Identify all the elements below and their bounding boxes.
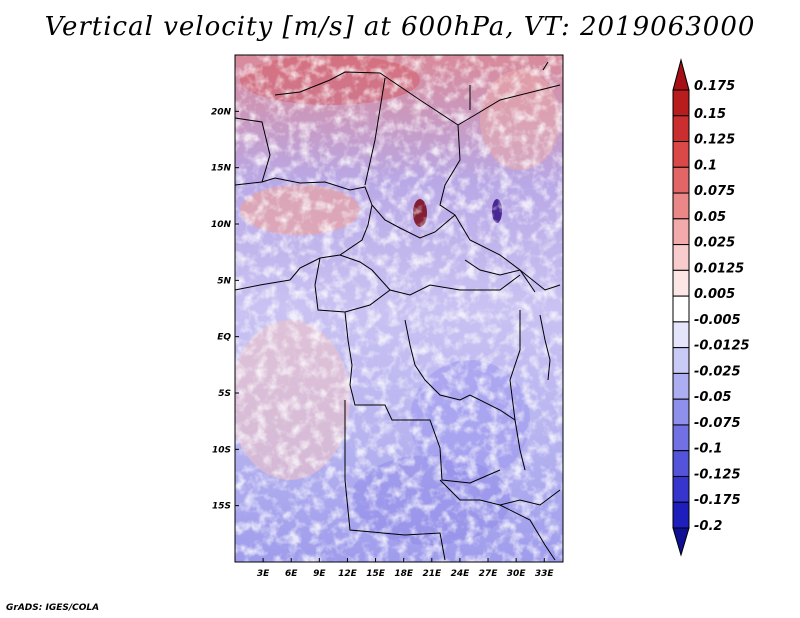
colorbar-label: -0.1: [694, 442, 722, 457]
longitude-ticks: 3E 6E 9E 12E 15E 18E 21E 24E 27E 30E 33E: [257, 558, 555, 579]
lat-tick-label: EQ: [217, 333, 231, 343]
lat-tick-label: 10S: [212, 445, 231, 455]
colorbar-segment: [672, 424, 690, 452]
colorbar-segment: [672, 475, 690, 503]
lat-tick-label: 20N: [211, 107, 232, 117]
colorbar-top-arrow: [672, 58, 690, 91]
colorbar-label: -0.075: [694, 416, 741, 431]
map-title: Vertical velocity [m/s] at 600hPa, VT: 2…: [44, 12, 756, 42]
credit-text: GrADS: IGES/COLA: [6, 603, 100, 613]
lon-tick-label: 24E: [451, 569, 471, 579]
colorbar-label: 0.005: [694, 287, 735, 302]
colorbar-label: 0.075: [694, 184, 735, 199]
latitude-ticks: 20N 15N 10N 5N EQ 5S 10S 15S: [211, 107, 239, 512]
colorbar-segment: [672, 347, 690, 374]
colorbar-segment: [672, 295, 690, 323]
colorbar-segment: [672, 218, 690, 246]
colorbar-label: -0.005: [694, 313, 741, 328]
colorbar-label: 0.1: [694, 158, 717, 173]
colorbar-segment: [672, 450, 690, 477]
colorbar-label: -0.025: [694, 364, 741, 379]
colorbar-segment: [672, 321, 690, 349]
colorbar-label: -0.05: [694, 390, 731, 405]
lon-tick-label: 21E: [422, 569, 442, 579]
lon-tick-label: 9E: [313, 569, 326, 579]
colorbar-label: 0.15: [694, 107, 726, 122]
colorbar-label: 0.05: [694, 210, 726, 225]
lat-tick-label: 5N: [217, 276, 231, 286]
colorbar-label: 0.025: [694, 236, 735, 251]
lat-tick-label: 15S: [212, 502, 231, 512]
colorbar-segment: [672, 269, 690, 297]
lon-tick-label: 33E: [535, 569, 555, 579]
colorbar-label: 0.125: [694, 133, 735, 148]
lon-tick-label: 12E: [338, 569, 358, 579]
colorbar-label: -0.175: [694, 493, 741, 508]
colorbar-segment: [672, 244, 690, 271]
lon-tick-label: 30E: [507, 569, 527, 579]
colorbar: 0.175 0.15 0.125 0.1 0.075 0.05 0.025 0.0125 0.0…: [672, 58, 750, 557]
map-field: [235, 55, 563, 562]
colorbar-segment: [672, 501, 690, 529]
lon-tick-label: 6E: [285, 569, 298, 579]
colorbar-label: -0.0125: [694, 339, 750, 354]
colorbar-segment: [672, 372, 690, 400]
colorbar-segment: [672, 398, 690, 426]
colorbar-segment: [672, 89, 690, 117]
map-frame: [234, 54, 564, 563]
colorbar-label: -0.125: [694, 467, 741, 482]
colorbar-bottom-arrow: [672, 527, 690, 557]
country-borders: [235, 61, 561, 561]
colorbar-segment: [672, 192, 690, 220]
lat-tick-label: 5S: [218, 389, 231, 399]
colorbar-label: 0.0125: [694, 261, 744, 276]
lon-tick-label: 3E: [257, 569, 270, 579]
lon-tick-label: 15E: [366, 569, 386, 579]
colorbar-label: 0.175: [694, 79, 735, 94]
lat-tick-label: 10N: [211, 220, 232, 230]
lon-tick-label: 18E: [394, 569, 414, 579]
colorbar-label: -0.2: [694, 519, 722, 534]
colorbar-segment: [672, 115, 690, 143]
colorbar-segment: [672, 141, 690, 168]
lat-tick-label: 15N: [211, 164, 232, 174]
colorbar-segment: [672, 166, 690, 194]
lon-tick-label: 27E: [479, 569, 499, 579]
